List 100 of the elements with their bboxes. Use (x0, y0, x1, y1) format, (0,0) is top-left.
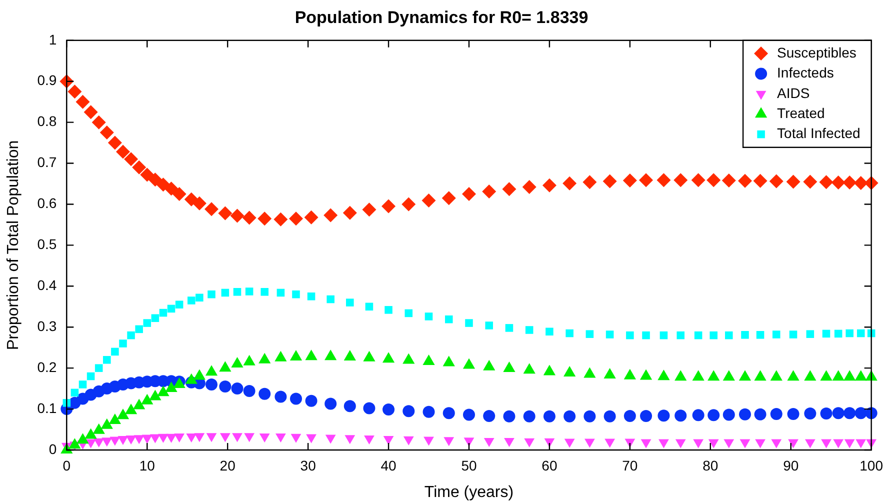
point (232, 433, 242, 442)
point (465, 319, 473, 327)
point (772, 330, 780, 338)
point (846, 329, 854, 338)
legend-label: Total Infected (777, 125, 860, 142)
point (422, 406, 435, 418)
point (769, 174, 784, 188)
point (245, 288, 254, 296)
point (383, 436, 394, 445)
point (206, 433, 217, 442)
point (786, 174, 800, 189)
point (582, 175, 597, 190)
y-tick-label: 0.5 (37, 236, 57, 252)
point (626, 331, 634, 340)
x-tick-label: 50 (461, 457, 477, 474)
point (771, 439, 782, 448)
point (292, 290, 300, 298)
point (119, 340, 127, 348)
point (656, 173, 671, 188)
point (444, 315, 453, 324)
point (788, 439, 798, 448)
point (174, 433, 185, 442)
point (126, 436, 136, 445)
point (158, 434, 168, 443)
point (741, 331, 749, 339)
point (164, 182, 178, 196)
point (134, 435, 144, 444)
point (92, 115, 106, 130)
point (639, 173, 654, 188)
point (424, 436, 434, 446)
point (505, 324, 514, 332)
point (70, 388, 79, 397)
point (462, 187, 476, 201)
point (820, 408, 832, 420)
y-tick-label: 0 (48, 440, 57, 457)
point (324, 398, 337, 410)
point (94, 438, 104, 448)
point (483, 410, 496, 422)
point (243, 385, 256, 398)
y-tick-label: 0.7 (37, 154, 57, 170)
point (194, 433, 205, 442)
point (118, 436, 128, 445)
point (831, 176, 846, 190)
point (832, 407, 844, 420)
point (140, 168, 154, 182)
point (854, 176, 868, 190)
point (219, 380, 232, 393)
point (192, 196, 206, 210)
point (584, 410, 596, 422)
point (834, 330, 842, 338)
point (787, 408, 800, 420)
point (346, 298, 354, 306)
point (156, 178, 170, 192)
point (166, 434, 176, 443)
point (422, 194, 436, 208)
point (658, 439, 669, 448)
point (442, 191, 456, 206)
point (204, 202, 218, 216)
point (344, 435, 356, 444)
point (854, 407, 867, 420)
point (444, 437, 454, 446)
point (221, 288, 230, 297)
point (856, 329, 865, 338)
point (584, 438, 595, 448)
x-axis-title: Time (years) (424, 484, 514, 501)
point (624, 410, 636, 422)
point (127, 331, 135, 340)
y-tick-label: 1 (48, 31, 57, 48)
point (326, 295, 334, 304)
point (562, 176, 577, 190)
y-tick-label: 0.9 (37, 72, 57, 88)
point (803, 174, 818, 189)
point (258, 388, 271, 400)
y-tick-label: 0.3 (37, 318, 57, 334)
point (523, 410, 536, 422)
point (806, 330, 814, 338)
point (102, 438, 112, 447)
point (543, 410, 556, 422)
point (86, 372, 95, 380)
point (722, 173, 736, 188)
point (640, 439, 652, 448)
point (738, 408, 751, 420)
point (84, 105, 98, 120)
point (674, 410, 687, 422)
x-tick-label: 30 (300, 457, 316, 474)
point (525, 326, 534, 334)
point (844, 439, 855, 448)
x-tick-label: 90 (783, 457, 799, 474)
point (142, 434, 152, 444)
point (304, 210, 318, 224)
point (175, 300, 184, 308)
point (382, 403, 395, 416)
y-tick-label: 0.4 (37, 277, 57, 294)
point (364, 436, 374, 445)
point (76, 94, 90, 109)
point (842, 176, 857, 190)
point (150, 434, 160, 444)
point (789, 330, 798, 338)
point (522, 180, 536, 194)
point (132, 160, 146, 174)
